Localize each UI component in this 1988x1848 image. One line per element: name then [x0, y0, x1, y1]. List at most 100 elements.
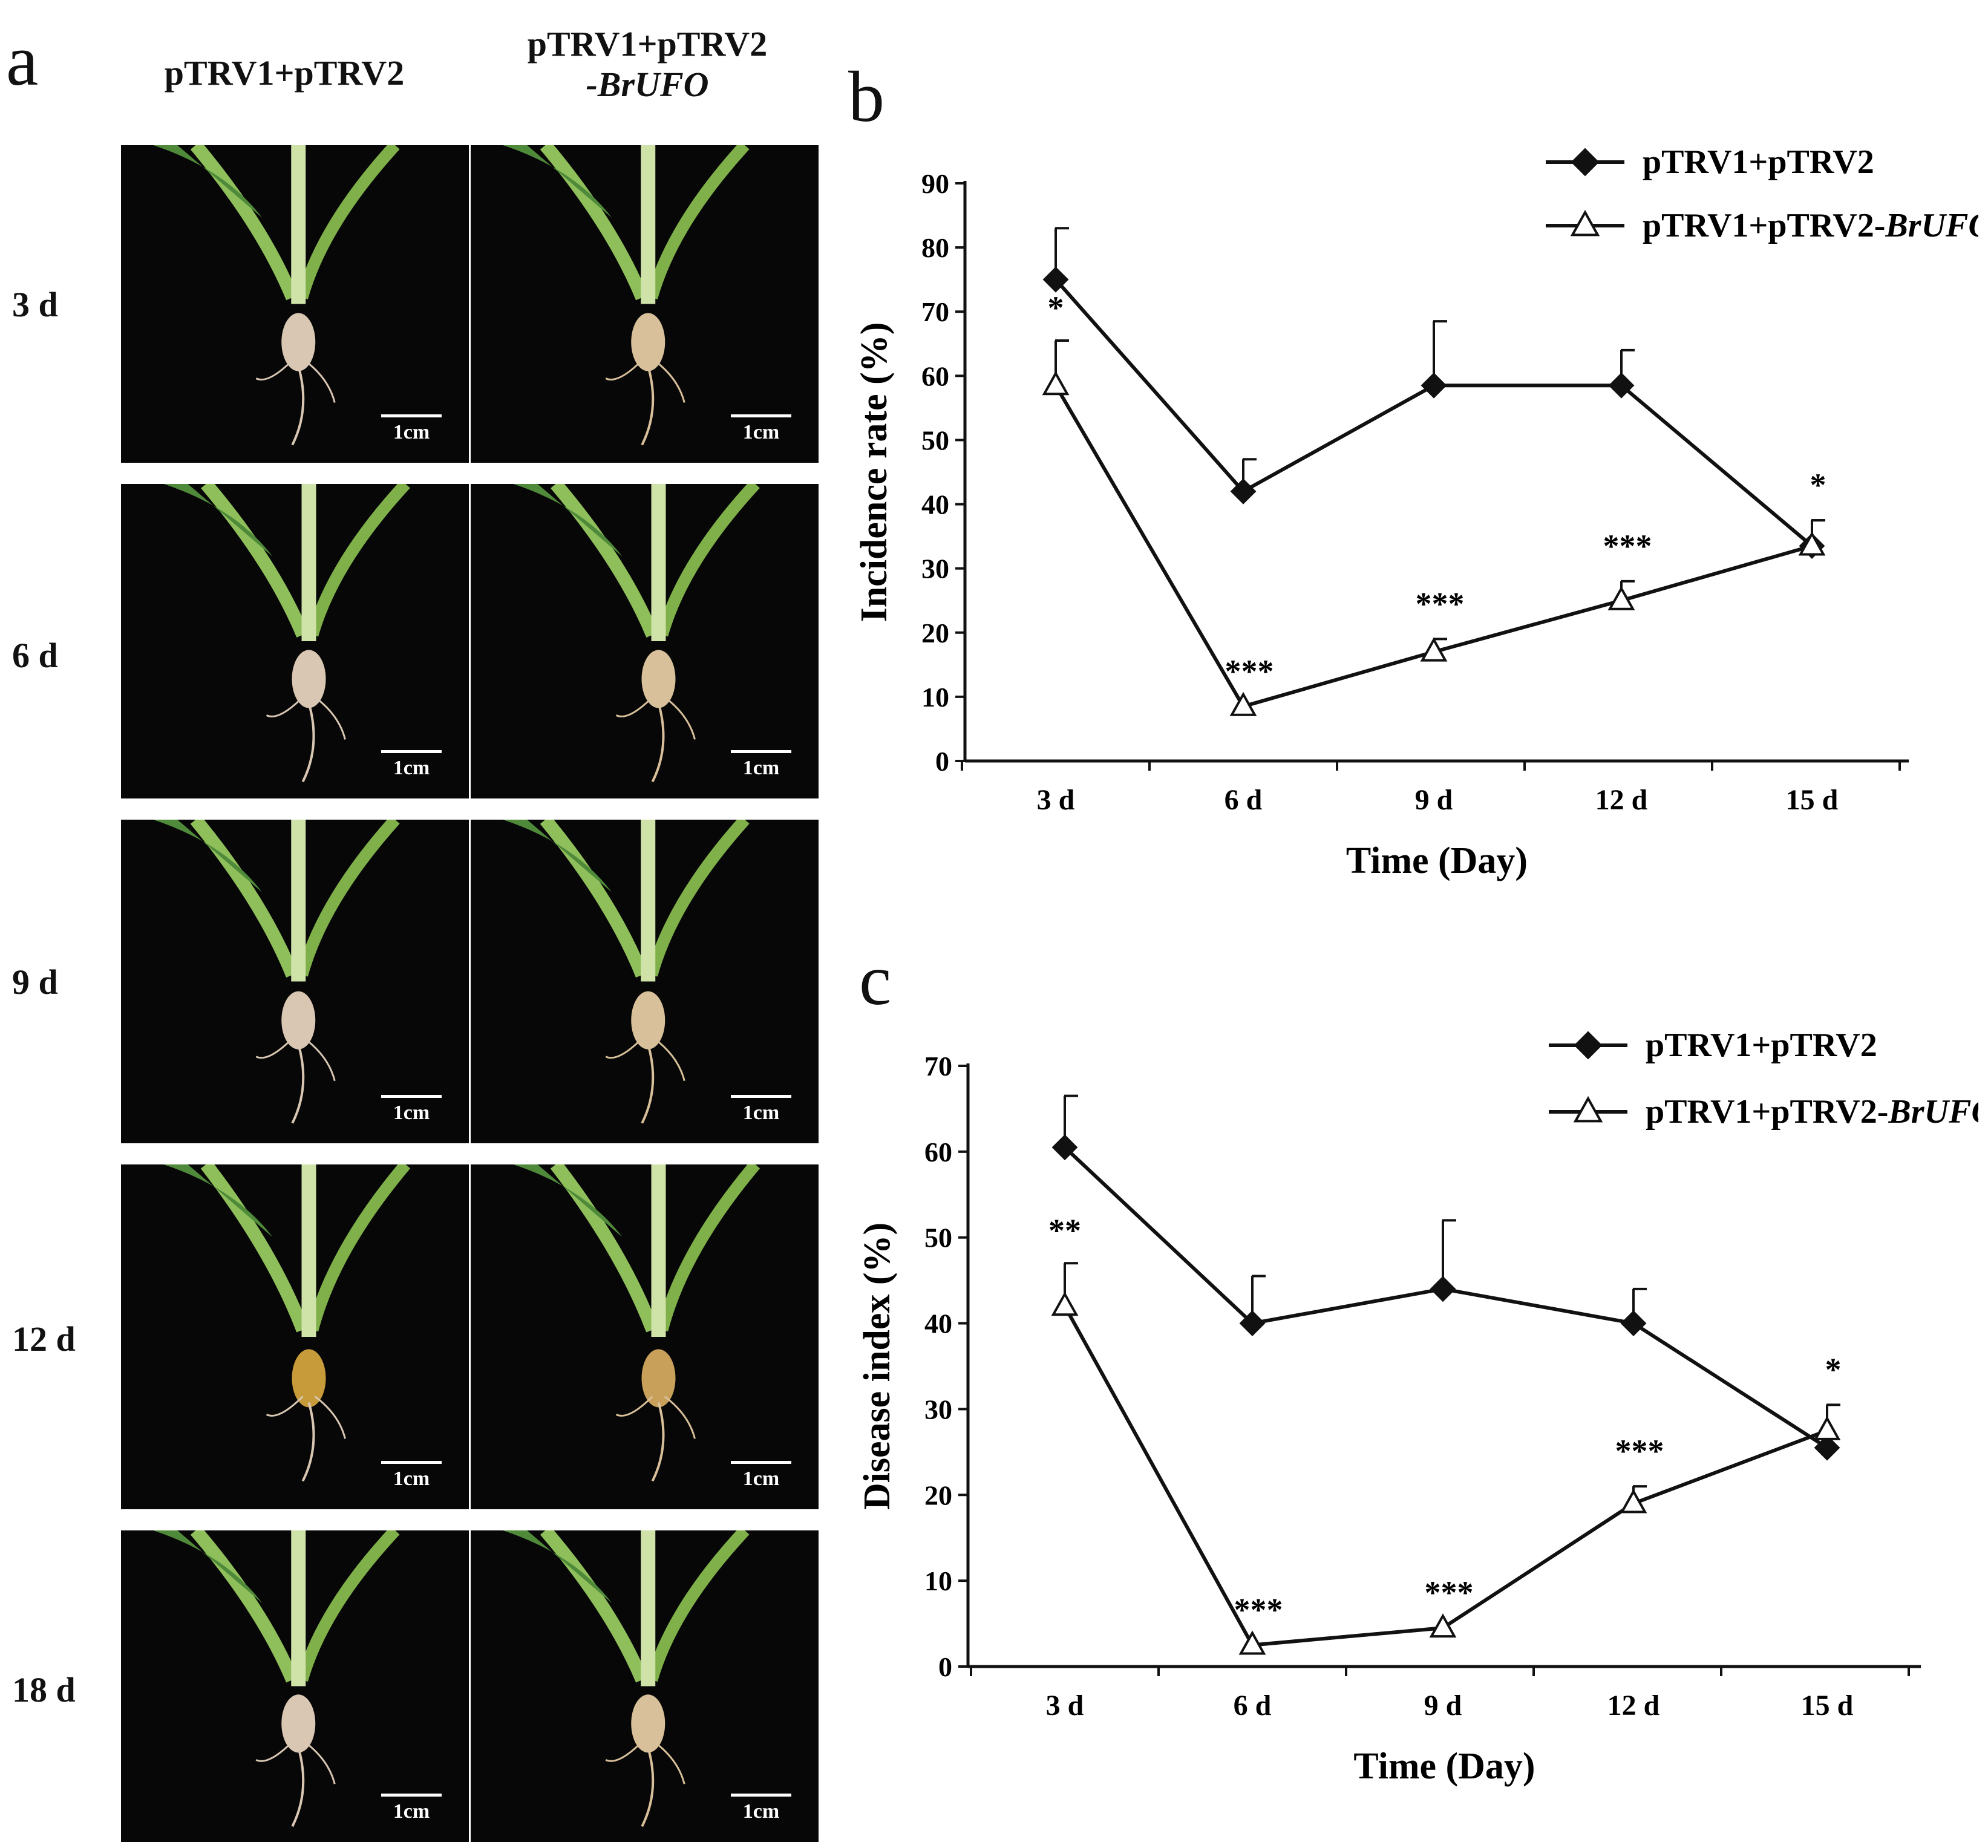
plant-photo-r3-c1: 1cm: [121, 820, 469, 1143]
significance-label: *: [1810, 467, 1826, 503]
data-point-diamond: [1239, 1310, 1266, 1336]
row-label-6d: 6 d: [12, 636, 58, 675]
column-header-control-line1: pTRV1+pTRV2: [164, 53, 405, 93]
scale-bar: 1cm: [381, 1794, 442, 1823]
scale-bar-label: 1cm: [742, 1800, 780, 1823]
scale-bar-label: 1cm: [393, 757, 430, 779]
scale-bar: 1cm: [731, 1461, 791, 1490]
plant-illustration: [503, 1530, 750, 1827]
y-tick-label: 70: [921, 296, 949, 327]
scale-bar-label: 1cm: [742, 1102, 780, 1124]
scale-bar: 1cm: [731, 1794, 791, 1823]
y-tick-label: 0: [935, 746, 949, 777]
plant-illustration: [513, 484, 760, 783]
data-point-diamond: [1042, 266, 1069, 293]
legend-marker-triangle: [1573, 1095, 1603, 1123]
plant-illustration: [503, 145, 750, 446]
scale-bar-line: [731, 1794, 791, 1797]
scale-bar-line: [731, 1461, 791, 1464]
data-point-triangle: [1429, 1613, 1457, 1638]
legend-marker-triangle: [1570, 209, 1600, 237]
data-point-diamond: [1421, 372, 1447, 399]
significance-label: *: [1825, 1351, 1842, 1388]
x-tick-label: 9 d: [1415, 784, 1453, 816]
significance-label: **: [1048, 1212, 1081, 1249]
plant-illustration: [513, 1164, 760, 1482]
scale-bar-label: 1cm: [742, 1468, 780, 1490]
scale-bar: 1cm: [381, 750, 442, 780]
significance-label: ***: [1603, 528, 1652, 564]
scale-bar-line: [381, 1095, 442, 1098]
data-point-triangle: [1051, 1291, 1079, 1316]
significance-label: ***: [1416, 586, 1465, 622]
scale-bar-label: 1cm: [393, 421, 430, 443]
y-tick-label: 70: [924, 1051, 952, 1082]
data-point-diamond: [1230, 478, 1257, 504]
plant-photo-r5-c2: 1cm: [471, 1530, 819, 1842]
plant-photo-r2-c2: 1cm: [471, 484, 819, 798]
x-tick-label: 6 d: [1234, 1690, 1272, 1722]
legend-label: pTRV1+pTRV2-BrUFO: [1643, 207, 1978, 244]
column-header-silenced-line1: pTRV1+pTRV2: [527, 24, 768, 64]
scale-bar: 1cm: [381, 1095, 442, 1125]
legend-marker-diamond: [1571, 148, 1600, 177]
x-tick-label: 3 d: [1037, 784, 1075, 816]
row-label-3d: 3 d: [12, 285, 58, 324]
scale-bar-label: 1cm: [742, 757, 780, 779]
data-point-triangle: [1607, 586, 1635, 610]
data-point-diamond: [1430, 1276, 1456, 1302]
y-axis-label: Disease index (%): [857, 1223, 898, 1510]
scale-bar-label: 1cm: [742, 421, 780, 443]
panel-a-letter: a: [6, 20, 39, 100]
scale-bar-line: [731, 1095, 791, 1098]
plant-photo-r3-c2: 1cm: [471, 820, 819, 1143]
scale-bar: 1cm: [381, 1461, 442, 1490]
column-header-silenced: pTRV1+pTRV2 -BrUFO: [478, 24, 817, 105]
significance-label: *: [1048, 290, 1064, 326]
data-point-triangle: [1042, 371, 1070, 396]
row-label-12d: 12 d: [12, 1319, 76, 1359]
scale-bar-line: [381, 1794, 442, 1797]
scale-bar-line: [381, 414, 442, 417]
x-tick-label: 12 d: [1607, 1690, 1660, 1722]
column-header-control: pTRV1+pTRV2: [115, 53, 454, 94]
x-tick-label: 6 d: [1225, 784, 1263, 816]
legend-label: pTRV1+pTRV2-BrUFO: [1646, 1093, 1978, 1131]
scale-bar-label: 1cm: [393, 1102, 430, 1124]
data-point-triangle: [1813, 1415, 1841, 1440]
y-tick-label: 80: [921, 232, 949, 263]
y-axis-label: Incidence rate (%): [854, 322, 895, 622]
x-tick-label: 9 d: [1424, 1690, 1462, 1722]
plant-illustration: [153, 820, 400, 1124]
plant-illustration: [163, 1164, 411, 1482]
column-header-silenced-line2: -BrUFO: [586, 64, 709, 104]
plant-photo-r2-c1: 1cm: [121, 484, 469, 798]
scale-bar-line: [731, 414, 791, 417]
plant-photo-r1-c2: 1cm: [471, 145, 819, 463]
x-axis-label: Time (Day): [1346, 840, 1528, 881]
data-point-triangle: [1798, 531, 1826, 556]
y-tick-label: 0: [938, 1651, 952, 1682]
y-tick-label: 20: [921, 618, 949, 648]
scale-bar: 1cm: [731, 750, 791, 780]
scale-bar: 1cm: [381, 414, 442, 444]
data-point-diamond: [1608, 372, 1635, 399]
y-tick-label: 30: [921, 553, 949, 584]
series-line-1: [1054, 278, 1813, 547]
scale-bar-label: 1cm: [393, 1468, 430, 1490]
x-tick-label: 3 d: [1046, 1690, 1084, 1722]
significance-label: ***: [1234, 1592, 1283, 1628]
plant-photo-r1-c1: 1cm: [121, 145, 469, 463]
legend-label: pTRV1+pTRV2: [1646, 1027, 1877, 1064]
x-axis-label: Time (Day): [1353, 1746, 1535, 1787]
plant-illustration: [153, 145, 400, 446]
data-point-triangle: [1620, 1489, 1647, 1513]
data-point-diamond: [1814, 1434, 1840, 1461]
scale-bar-line: [381, 750, 442, 753]
data-point-triangle: [1420, 637, 1448, 662]
plant-photo-r5-c1: 1cm: [121, 1530, 469, 1842]
row-label-18d: 18 d: [12, 1670, 76, 1709]
row-label-9d: 9 d: [12, 962, 58, 1002]
y-tick-label: 50: [921, 425, 949, 455]
legend-label: pTRV1+pTRV2: [1643, 143, 1874, 181]
